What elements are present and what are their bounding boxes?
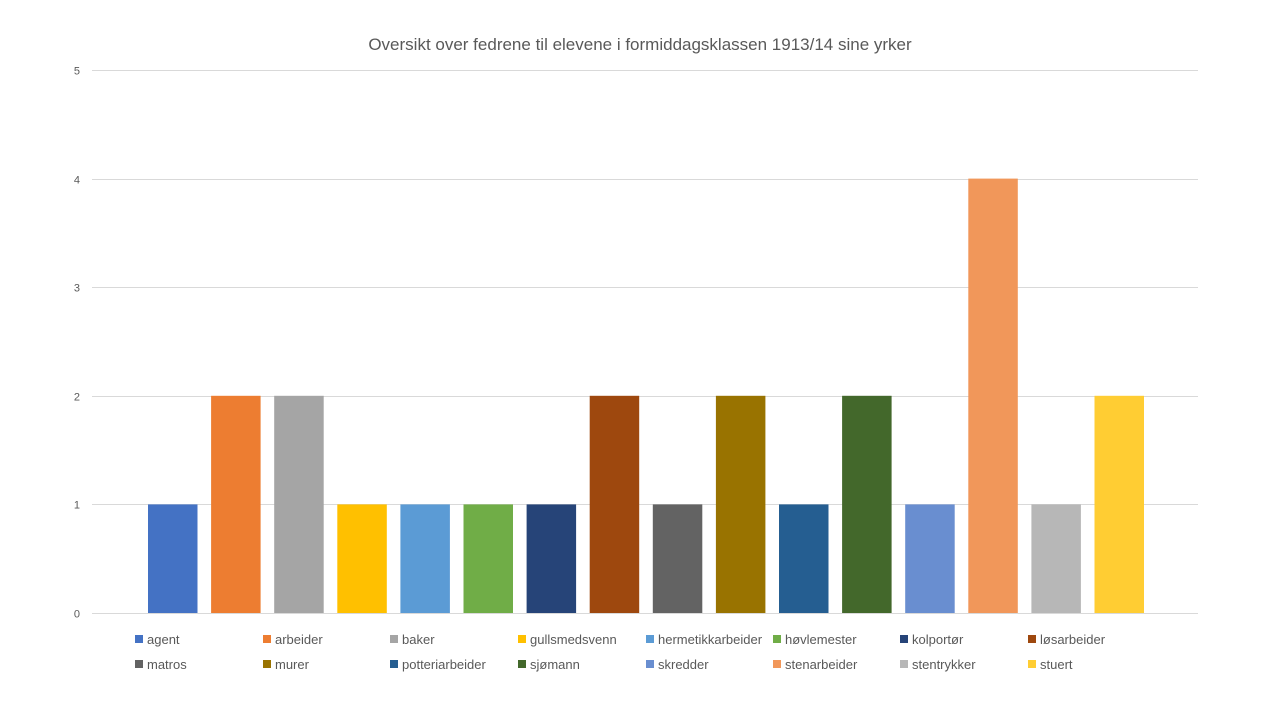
legend-swatch — [263, 635, 271, 643]
legend-item-agent: agent — [135, 632, 180, 647]
legend-label: potteriarbeider — [402, 657, 486, 672]
bar-arbeider — [211, 395, 261, 613]
legend-item-skredder: skredder — [646, 657, 709, 672]
legend-label: stuert — [1040, 657, 1073, 672]
bar-baker — [274, 395, 324, 613]
legend-item-sjømann: sjømann — [518, 657, 580, 672]
bars — [148, 178, 1144, 613]
legend-swatch — [773, 635, 781, 643]
y-tick-label: 5 — [74, 66, 80, 78]
legend-label: skredder — [658, 657, 709, 672]
legend-item-potteriarbeider: potteriarbeider — [390, 657, 486, 672]
bar-kolportør — [526, 504, 577, 613]
legend-item-stentrykker: stentrykker — [900, 657, 976, 672]
bar-potteriarbeider — [779, 504, 829, 613]
bar-murer — [715, 395, 766, 613]
legend-item-murer: murer — [263, 657, 310, 672]
legend-item-kolportør: kolportør — [900, 632, 964, 647]
y-axis-ticks: 0 1 2 3 4 5 — [74, 66, 80, 621]
bar-gullsmedsvenn — [337, 504, 387, 613]
legend-item-arbeider: arbeider — [263, 632, 323, 647]
legend-swatch — [646, 660, 654, 668]
legend-swatch — [900, 660, 908, 668]
legend-swatch — [518, 635, 526, 643]
legend-label: baker — [402, 632, 435, 647]
y-tick-label: 0 — [74, 609, 80, 621]
chart-title: Oversikt over fedrene til elevene i form… — [368, 35, 912, 54]
legend-item-høvlemester: høvlemester — [773, 632, 857, 647]
legend-label: matros — [147, 657, 187, 672]
legend-label: løsarbeider — [1040, 632, 1106, 647]
bar-stuert — [1094, 395, 1144, 613]
bar-løsarbeider — [589, 395, 640, 613]
legend: agent arbeider baker gullsmedsvenn hermetikk… — [135, 632, 1106, 672]
legend-item-løsarbeider: løsarbeider — [1028, 632, 1106, 647]
legend-label: sjømann — [530, 657, 580, 672]
legend-swatch — [263, 660, 271, 668]
legend-item-stenarbeider: stenarbeider — [773, 657, 858, 672]
bar-agent — [148, 504, 198, 613]
bar-skredder — [905, 504, 955, 613]
legend-label: kolportør — [912, 632, 964, 647]
legend-label: høvlemester — [785, 632, 857, 647]
bar-hermetikkarbeider — [400, 504, 450, 613]
legend-swatch — [1028, 660, 1036, 668]
legend-swatch — [135, 660, 143, 668]
legend-swatch — [900, 635, 908, 643]
legend-label: murer — [275, 657, 310, 672]
bar-høvlemester — [463, 504, 513, 613]
legend-label: stenarbeider — [785, 657, 858, 672]
legend-swatch — [390, 660, 398, 668]
legend-swatch — [135, 635, 143, 643]
y-tick-label: 2 — [74, 392, 80, 404]
bar-stenarbeider — [968, 178, 1018, 613]
bar-matros — [652, 504, 703, 613]
legend-label: arbeider — [275, 632, 323, 647]
legend-swatch — [1028, 635, 1036, 643]
legend-item-stuert: stuert — [1028, 657, 1073, 672]
bar-sjømann — [842, 395, 892, 613]
y-tick-label: 3 — [74, 283, 80, 295]
legend-swatch — [646, 635, 654, 643]
legend-swatch — [773, 660, 781, 668]
legend-label: hermetikkarbeider — [658, 632, 763, 647]
legend-item-matros: matros — [135, 657, 187, 672]
y-tick-label: 4 — [74, 175, 80, 187]
legend-swatch — [518, 660, 526, 668]
legend-item-gullsmedsvenn: gullsmedsvenn — [518, 632, 617, 647]
legend-item-hermetikkarbeider: hermetikkarbeider — [646, 632, 763, 647]
legend-item-baker: baker — [390, 632, 435, 647]
legend-label: agent — [147, 632, 180, 647]
legend-label: stentrykker — [912, 657, 976, 672]
y-tick-label: 1 — [74, 500, 80, 512]
legend-label: gullsmedsvenn — [530, 632, 617, 647]
bar-stentrykker — [1031, 504, 1081, 613]
legend-swatch — [390, 635, 398, 643]
